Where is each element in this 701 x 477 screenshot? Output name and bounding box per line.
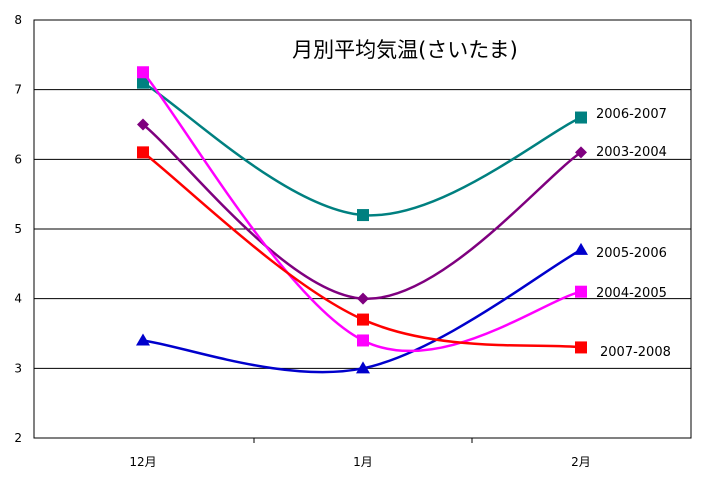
y-tick-label: 5 <box>14 222 22 236</box>
data-point <box>136 333 150 346</box>
series-label: 2007-2008 <box>600 345 671 360</box>
series-2004-2005: 2004-2005 <box>137 66 667 353</box>
y-tick-label: 7 <box>14 83 22 97</box>
data-point <box>575 341 587 354</box>
data-point <box>575 285 587 298</box>
y-tick-label: 8 <box>14 13 22 27</box>
chart-title: 月別平均気温(さいたま) <box>292 38 518 62</box>
y-axis: 2 3 4 5 6 7 8 <box>14 13 22 445</box>
data-point <box>137 118 149 131</box>
data-point <box>575 146 587 159</box>
series-line <box>142 71 582 353</box>
series-2007-2008: 2007-2008 <box>137 146 671 360</box>
series-group: 2006-2007 2003-2004 2005-2006 2004-2005 2007… <box>136 66 671 374</box>
x-tick-label: 12月 <box>129 455 156 469</box>
series-2003-2004: 2003-2004 <box>137 118 667 305</box>
y-tick-label: 3 <box>14 361 22 375</box>
y-tick-label: 6 <box>14 152 22 166</box>
y-tick-label: 2 <box>14 431 22 445</box>
y-tick-label: 4 <box>14 292 22 306</box>
data-point <box>137 66 149 79</box>
data-point <box>357 292 369 305</box>
series-label: 2004-2005 <box>596 286 667 301</box>
data-point <box>357 334 369 347</box>
data-point <box>357 209 369 222</box>
data-point <box>137 146 149 159</box>
x-tick-label: 1月 <box>353 455 373 469</box>
series-2006-2007: 2006-2007 <box>137 76 667 222</box>
x-tick-label: 2月 <box>571 455 591 469</box>
series-label: 2006-2007 <box>596 107 667 122</box>
series-2005-2006: 2005-2006 <box>136 242 667 374</box>
x-axis: 12月 1月 2月 <box>129 438 591 469</box>
data-point <box>137 76 149 89</box>
series-label: 2005-2006 <box>596 246 667 261</box>
data-point <box>575 111 587 124</box>
data-point <box>574 242 588 255</box>
data-point <box>356 361 370 374</box>
series-label: 2003-2004 <box>596 145 667 160</box>
data-point <box>357 313 369 326</box>
